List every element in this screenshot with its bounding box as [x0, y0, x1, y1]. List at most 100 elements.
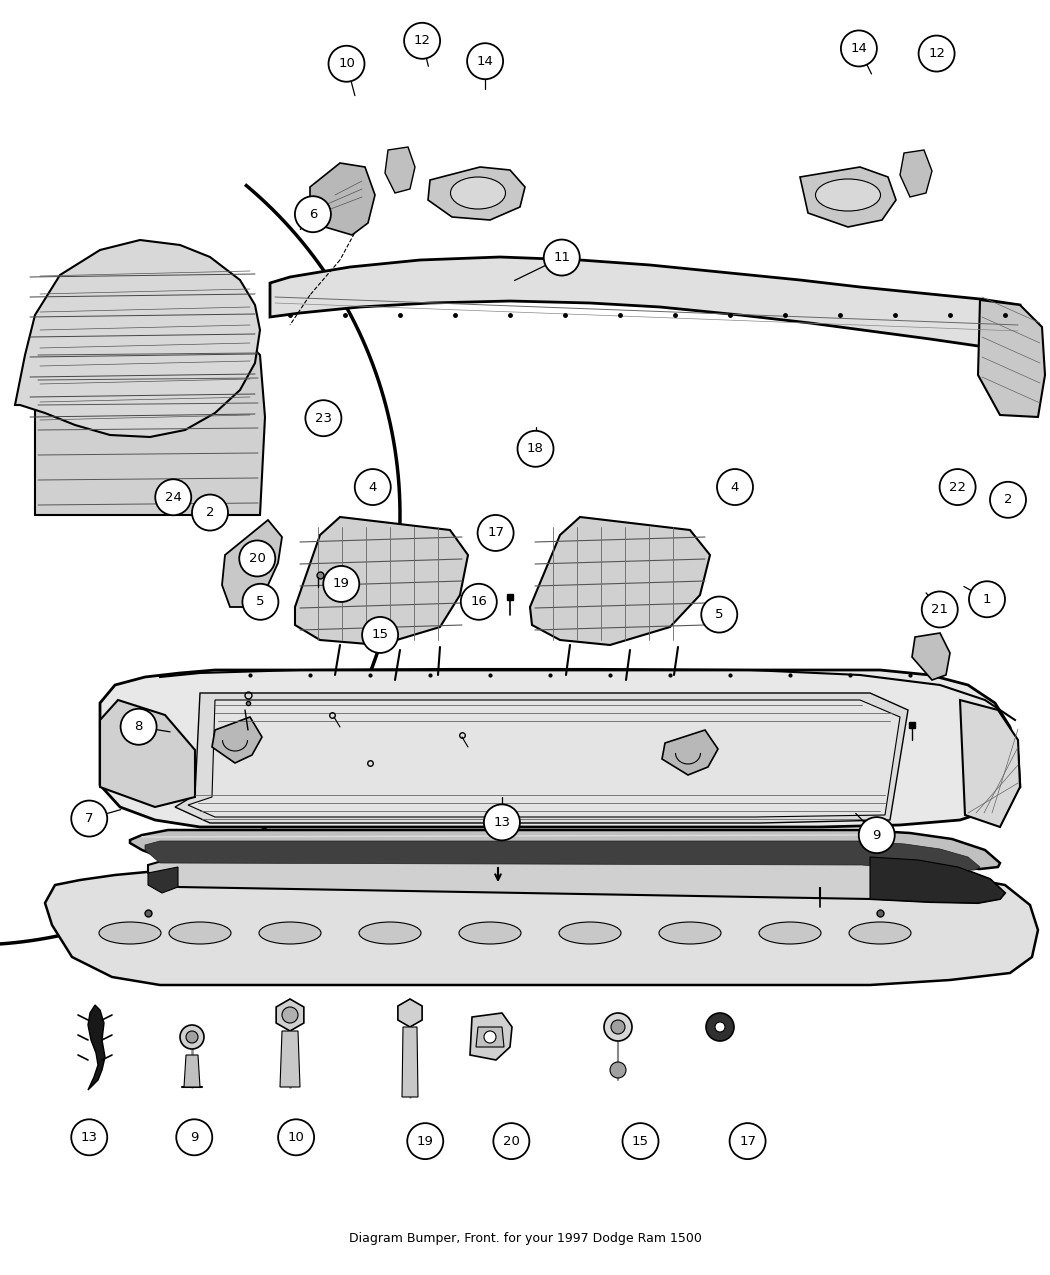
Ellipse shape: [659, 922, 721, 944]
Text: 4: 4: [369, 481, 377, 493]
Polygon shape: [184, 1054, 200, 1088]
Text: 24: 24: [165, 491, 182, 504]
Ellipse shape: [169, 922, 231, 944]
Circle shape: [355, 469, 391, 505]
Circle shape: [186, 1031, 198, 1043]
Circle shape: [71, 1119, 107, 1155]
Circle shape: [611, 1020, 625, 1034]
Circle shape: [623, 1123, 658, 1159]
Circle shape: [604, 1014, 632, 1040]
Ellipse shape: [450, 177, 505, 209]
Circle shape: [484, 1031, 496, 1043]
Polygon shape: [310, 163, 375, 235]
Polygon shape: [385, 147, 415, 193]
Text: 13: 13: [81, 1131, 98, 1144]
Polygon shape: [530, 516, 710, 645]
Circle shape: [180, 1025, 204, 1049]
Polygon shape: [45, 870, 1038, 986]
Polygon shape: [476, 1026, 504, 1047]
Circle shape: [990, 482, 1026, 518]
Text: 6: 6: [309, 208, 317, 221]
Ellipse shape: [259, 922, 321, 944]
Polygon shape: [280, 1031, 300, 1088]
Polygon shape: [212, 717, 262, 762]
Text: 12: 12: [928, 47, 945, 60]
Circle shape: [192, 495, 228, 530]
Text: 8: 8: [134, 720, 143, 733]
Polygon shape: [912, 632, 950, 680]
Circle shape: [404, 23, 440, 59]
Polygon shape: [270, 258, 1020, 354]
Circle shape: [969, 581, 1005, 617]
Ellipse shape: [759, 922, 821, 944]
Text: 22: 22: [949, 481, 966, 493]
Polygon shape: [130, 830, 1000, 870]
Text: 18: 18: [527, 442, 544, 455]
Circle shape: [282, 1007, 298, 1023]
Circle shape: [610, 1062, 626, 1077]
Circle shape: [518, 431, 553, 467]
Text: 9: 9: [190, 1131, 198, 1144]
Polygon shape: [470, 1014, 512, 1060]
Circle shape: [461, 584, 497, 620]
Polygon shape: [960, 700, 1020, 827]
Polygon shape: [145, 842, 980, 871]
Circle shape: [730, 1123, 765, 1159]
Text: 20: 20: [503, 1135, 520, 1148]
Ellipse shape: [359, 922, 421, 944]
Text: 14: 14: [850, 42, 867, 55]
Circle shape: [467, 43, 503, 79]
Polygon shape: [222, 520, 282, 607]
Polygon shape: [662, 731, 718, 775]
Polygon shape: [870, 857, 1005, 903]
Polygon shape: [900, 150, 932, 198]
Circle shape: [243, 584, 278, 620]
Text: 4: 4: [731, 481, 739, 493]
Text: 19: 19: [417, 1135, 434, 1148]
Text: 12: 12: [414, 34, 430, 47]
Text: 15: 15: [632, 1135, 649, 1148]
Circle shape: [362, 617, 398, 653]
Text: 1: 1: [983, 593, 991, 606]
Circle shape: [859, 817, 895, 853]
Ellipse shape: [99, 922, 161, 944]
Text: 10: 10: [288, 1131, 304, 1144]
Text: 5: 5: [715, 608, 723, 621]
Circle shape: [155, 479, 191, 515]
Text: 9: 9: [873, 829, 881, 842]
Text: Diagram Bumper, Front. for your 1997 Dodge Ram 1500: Diagram Bumper, Front. for your 1997 Dod…: [349, 1232, 701, 1244]
Circle shape: [407, 1123, 443, 1159]
Polygon shape: [100, 700, 195, 807]
Text: 11: 11: [553, 251, 570, 264]
Text: 7: 7: [85, 812, 93, 825]
Polygon shape: [148, 857, 1005, 903]
Text: 21: 21: [931, 603, 948, 616]
Circle shape: [176, 1119, 212, 1155]
Circle shape: [841, 31, 877, 66]
Circle shape: [919, 36, 954, 71]
Polygon shape: [88, 1005, 105, 1090]
Circle shape: [121, 709, 156, 745]
Polygon shape: [148, 867, 178, 892]
Ellipse shape: [816, 179, 881, 210]
Text: 16: 16: [470, 595, 487, 608]
Ellipse shape: [559, 922, 621, 944]
Circle shape: [706, 1014, 734, 1040]
Polygon shape: [100, 669, 1020, 827]
Circle shape: [239, 541, 275, 576]
Circle shape: [494, 1123, 529, 1159]
Text: 15: 15: [372, 629, 388, 641]
Circle shape: [323, 566, 359, 602]
Circle shape: [478, 515, 513, 551]
Polygon shape: [35, 300, 265, 515]
Circle shape: [717, 469, 753, 505]
Text: 17: 17: [739, 1135, 756, 1148]
Ellipse shape: [459, 922, 521, 944]
Polygon shape: [15, 240, 260, 437]
Text: 20: 20: [249, 552, 266, 565]
Polygon shape: [188, 700, 900, 817]
Circle shape: [940, 469, 975, 505]
Text: 13: 13: [494, 816, 510, 829]
Text: 19: 19: [333, 578, 350, 590]
Text: 2: 2: [1004, 493, 1012, 506]
